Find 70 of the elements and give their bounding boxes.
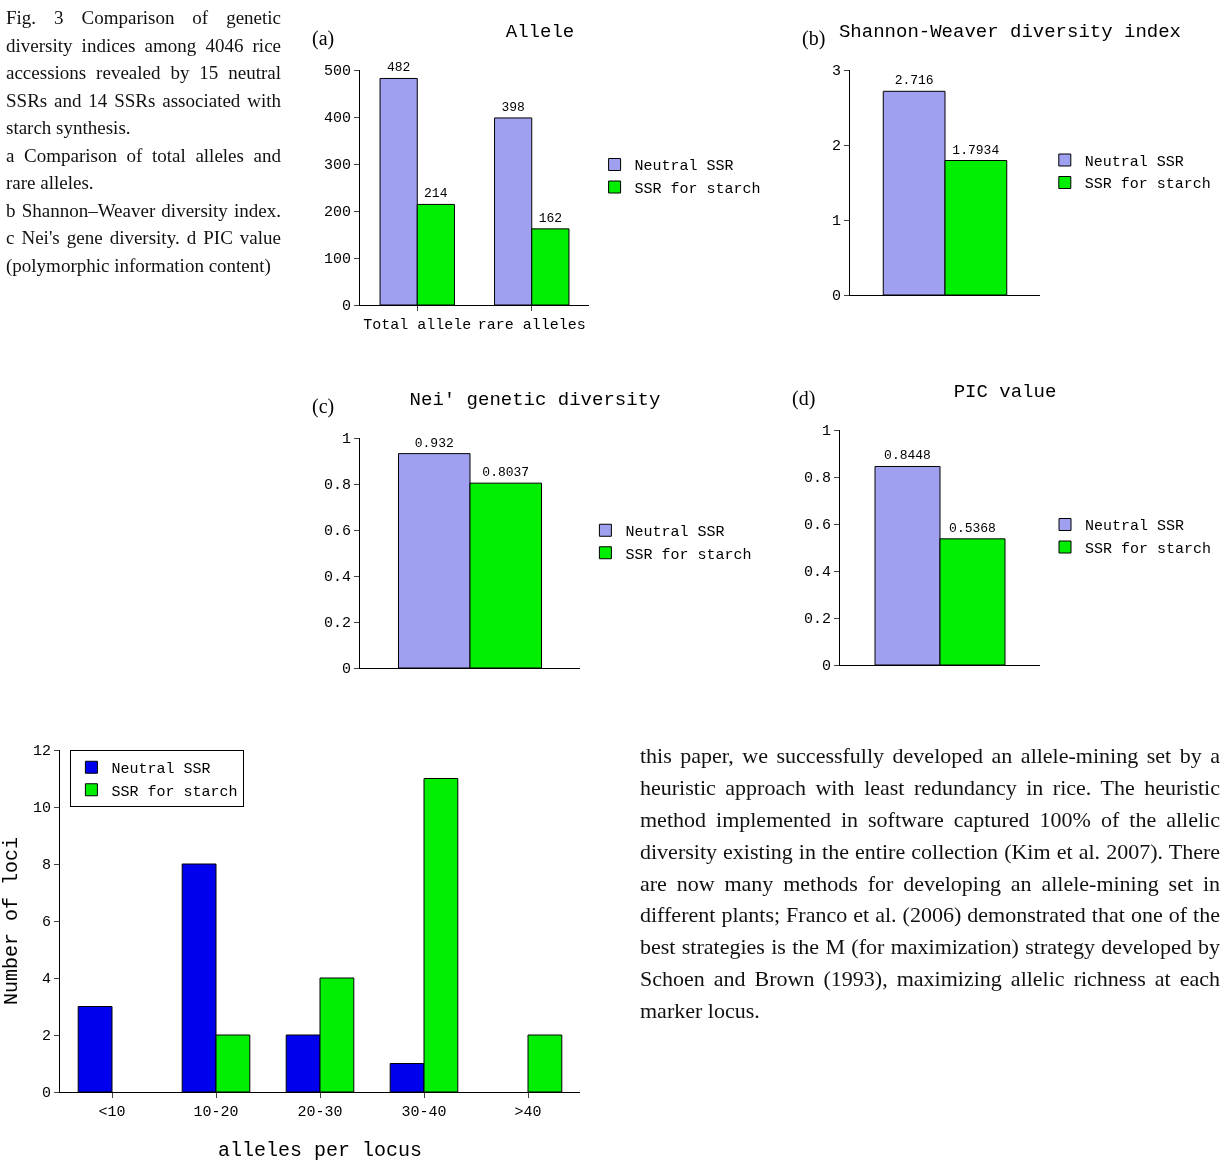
data-label: 1.7934 [952, 142, 1000, 158]
y-tick-label: 0.2 [323, 615, 351, 633]
x-tick-label: Total allele [363, 317, 472, 334]
legend-label: SSR for starch [625, 546, 752, 564]
legend-label: Neutral SSR [1084, 153, 1184, 171]
y-tick-label: 200 [323, 204, 351, 222]
caption: Fig. 3 Comparison of genetic diversity indices among 4046 rice accessions revealed by 15 neutral SSRs and 14 SSRs associated with starch synthesis. [6, 6, 281, 141]
y-tick-label: 0 [831, 288, 841, 306]
text: a Comparison of total alleles and rare alleles. [6, 143, 281, 196]
y-tick-label: 0 [341, 661, 351, 679]
data-label: 398 [501, 99, 525, 115]
x-tick-label: 20-30 [297, 1104, 343, 1121]
legend-label: SSR for starch [634, 180, 761, 198]
data-label: 0.8037 [482, 465, 530, 481]
y-tick-label: 4 [41, 971, 51, 989]
legend-label: SSR for starch [1085, 540, 1212, 558]
text: (b) [802, 27, 826, 50]
legend-label: Neutral SSR [634, 158, 734, 176]
x-tick-label: 30-40 [401, 1104, 447, 1121]
x-tick-label: <10 [98, 1104, 126, 1121]
y-axis-title: Number of loci [0, 836, 23, 1006]
chart-title: Allele [505, 21, 575, 44]
data-label: 482 [386, 60, 411, 76]
y-tick-label: 400 [323, 110, 351, 128]
y-tick-label: 0.6 [803, 517, 831, 535]
y-tick-label: 2 [831, 138, 841, 156]
legend-label: SSR for starch [1084, 176, 1211, 194]
data-label: 162 [538, 210, 563, 226]
text: (d) [792, 387, 816, 410]
text: b Shannon–Weaver diversity index. c Nei's gene diversity. d PIC value (polymorphic information content) [6, 198, 281, 278]
y-tick-label: 10 [32, 800, 51, 818]
x-tick-label: >40 [514, 1104, 542, 1121]
data-label: 0.932 [414, 435, 454, 451]
y-tick-label: 1 [341, 431, 351, 449]
x-axis-title: alleles per locus [217, 1139, 423, 1162]
y-tick-label: 0.2 [803, 611, 831, 629]
data-label: 0.8448 [884, 448, 931, 464]
text: (a) [312, 27, 335, 50]
chart-title: PIC value [953, 381, 1057, 404]
x-tick-label: rare alleles [477, 317, 586, 334]
legend-label: Neutral SSR [111, 761, 211, 779]
y-tick-label: 100 [323, 251, 351, 269]
text: this paper, we successfully developed an allele-mining set by a heuristic approach with least redundancy in rice. The heuristic method implemented in software captured 100% of the allelic diversity existing in the entire collection (Kim et al. 2007). There are now many methods for developing an allele-mining set in different plants; Franco et al. (2006) demonstrated that one of the best strategies is the M (for maximization) strategy developed by Schoen and Brown (1993), maximizing allelic richness at each marker locus. [640, 743, 1220, 1024]
y-tick-label: 8 [41, 857, 51, 875]
legend-label: Neutral SSR [625, 524, 725, 542]
y-tick-label: 2 [41, 1028, 51, 1046]
chart-title: Nei' genetic diversity [409, 389, 661, 412]
y-tick-label: 0.4 [323, 569, 351, 587]
legend-label: Neutral SSR [1085, 518, 1185, 536]
data-label: 2.716 [894, 73, 934, 89]
y-tick-label: 0 [41, 1085, 51, 1103]
data-label: 0.5368 [949, 520, 996, 536]
x-tick-label: 10-20 [193, 1104, 239, 1121]
data-label: 214 [424, 186, 448, 202]
y-tick-label: 1 [821, 423, 831, 441]
y-tick-label: 0.8 [323, 477, 351, 495]
y-tick-label: 0 [821, 658, 831, 676]
y-tick-label: 3 [831, 63, 841, 81]
y-tick-label: 0 [341, 298, 351, 316]
y-tick-label: 0.4 [803, 564, 831, 582]
y-tick-label: 0.8 [803, 470, 831, 488]
y-tick-label: 6 [41, 914, 51, 932]
y-tick-label: 500 [323, 63, 351, 81]
y-tick-label: 1 [831, 213, 841, 231]
chart-title: Shannon-Weaver diversity index [838, 20, 1182, 43]
y-tick-label: 12 [32, 743, 51, 761]
text: (c) [312, 395, 335, 418]
y-tick-label: 0.6 [323, 523, 351, 541]
legend-label: SSR for starch [111, 783, 238, 801]
y-tick-label: 300 [323, 157, 351, 175]
